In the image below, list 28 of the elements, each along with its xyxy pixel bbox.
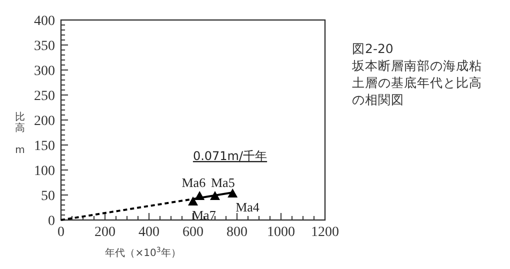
annotation: 0.071m/千年 xyxy=(192,149,268,163)
x-tick-label: 200 xyxy=(94,225,116,240)
y-tick-label: 150 xyxy=(34,139,55,154)
x-tick-label: 800 xyxy=(226,225,248,240)
x-tick-label: 0 xyxy=(58,225,64,240)
y-tick-label: 50 xyxy=(41,189,55,204)
y-tick-label: 100 xyxy=(34,164,55,179)
annotation: Ma6 xyxy=(182,175,206,190)
x-tick-label: 400 xyxy=(138,225,160,240)
x-tick-label: 1000 xyxy=(267,225,295,240)
y-tick-label: 350 xyxy=(34,39,55,54)
x-axis-title: 年代（×10$^{3}$年） xyxy=(105,246,181,259)
x-tick-label: 1200 xyxy=(311,225,339,240)
x-tick-label: 600 xyxy=(182,225,204,240)
point xyxy=(188,196,198,206)
title: 図2-20 坂本断層南部の海成粘土層の基底年代と比高の相関図 xyxy=(352,41,482,107)
y-tick-label: 0 xyxy=(48,214,55,229)
y-tick-label: 300 xyxy=(34,64,55,79)
y-tick-label: 400 xyxy=(34,14,55,29)
point xyxy=(210,191,220,200)
annotation: Ma7 xyxy=(192,208,216,222)
annotation: Ma4 xyxy=(236,200,260,214)
y-axis-title: 比高 m xyxy=(15,111,25,156)
annotation: Ma5 xyxy=(211,175,235,190)
y-tick-label: 200 xyxy=(34,114,55,129)
y-tick-label: 250 xyxy=(34,89,55,104)
point xyxy=(194,191,205,200)
point xyxy=(228,188,238,198)
